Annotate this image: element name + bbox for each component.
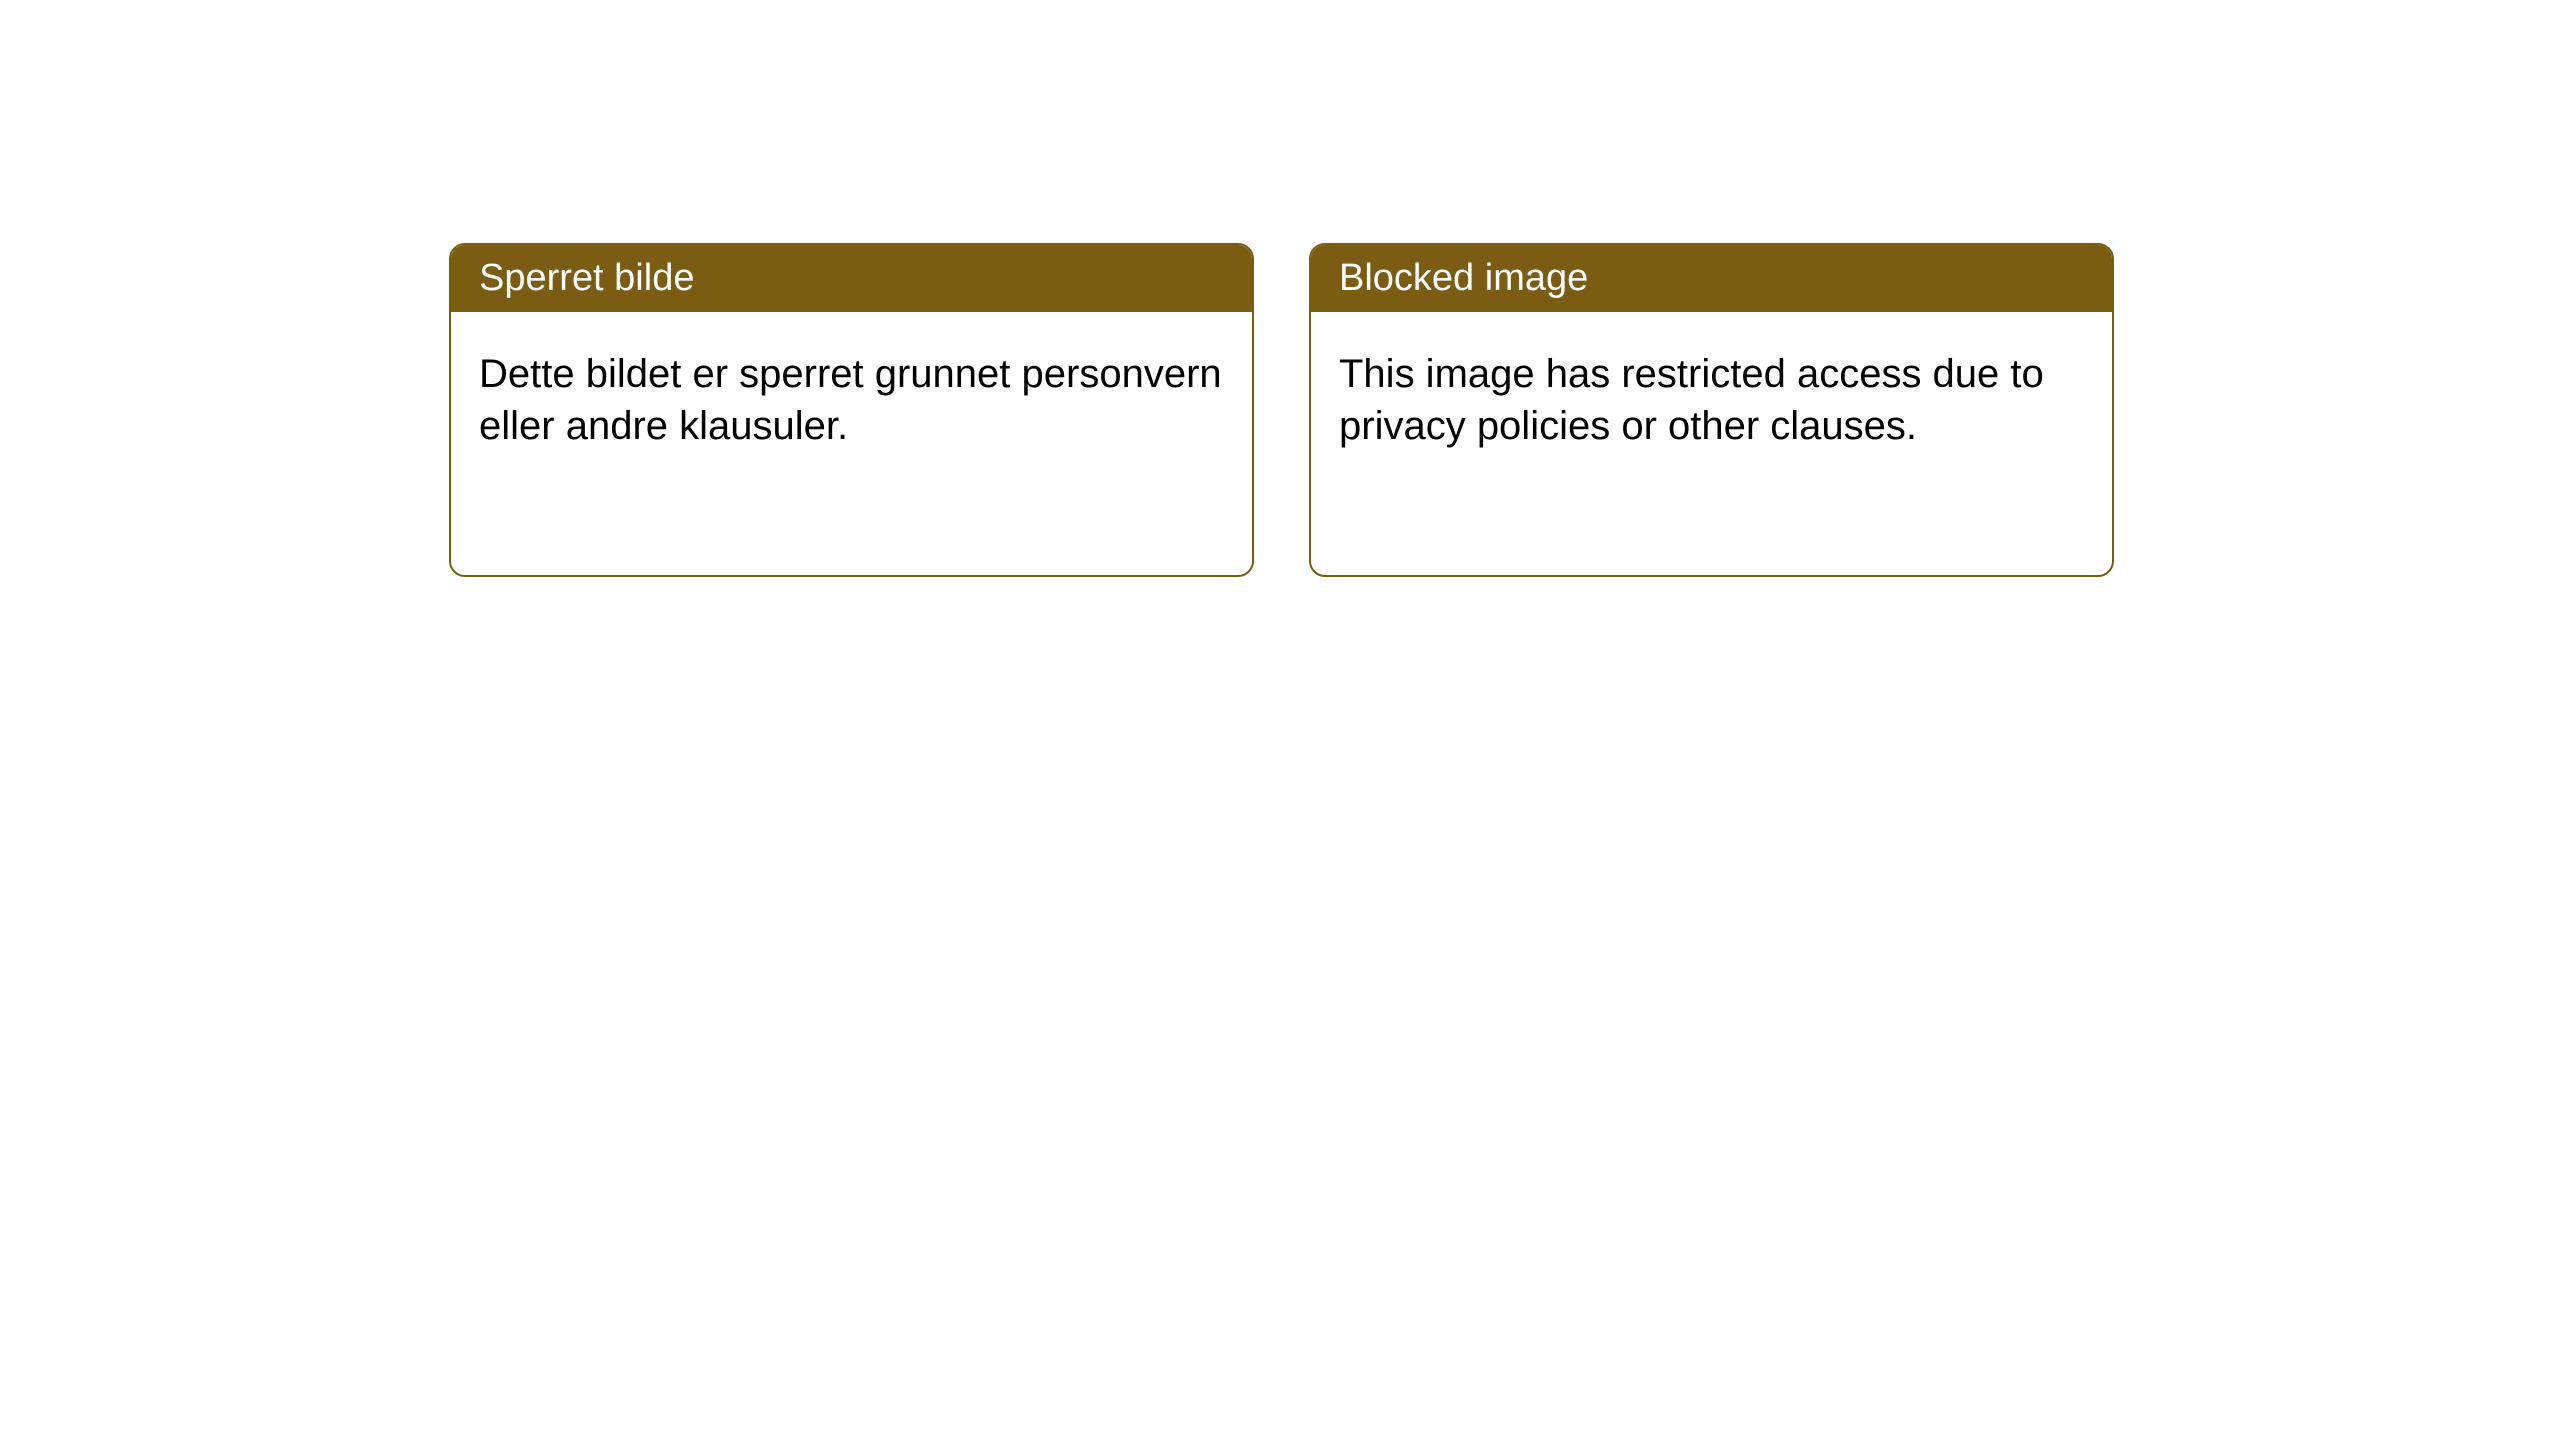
cards-container: Sperret bilde Dette bildet er sperret gr… [449,243,2114,577]
card-body: This image has restricted access due to … [1311,312,2112,488]
card-header: Blocked image [1311,245,2112,312]
card-title: Blocked image [1339,257,1588,299]
card-body: Dette bildet er sperret grunnet personve… [451,312,1252,488]
card-header: Sperret bilde [451,245,1252,312]
card-title: Sperret bilde [479,257,694,299]
card-body-text: This image has restricted access due to … [1339,352,2044,448]
card-body-text: Dette bildet er sperret grunnet personve… [479,352,1222,448]
notice-card-english: Blocked image This image has restricted … [1309,243,2114,577]
notice-card-norwegian: Sperret bilde Dette bildet er sperret gr… [449,243,1254,577]
